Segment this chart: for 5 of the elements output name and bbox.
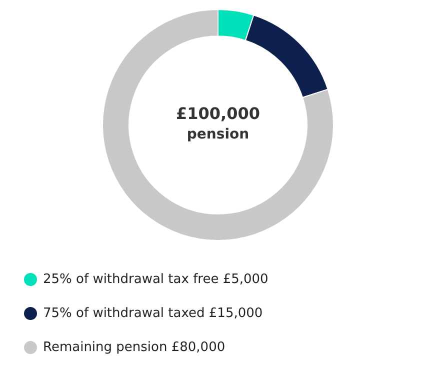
text: £100,000	[176, 104, 260, 124]
legend-label: 25% of withdrawal tax free £5,000	[43, 272, 268, 286]
legend-label: 75% of withdrawal taxed £15,000	[43, 306, 263, 320]
text: pension	[186, 126, 250, 143]
legend-label: Remaining pension £80,000	[43, 340, 226, 354]
